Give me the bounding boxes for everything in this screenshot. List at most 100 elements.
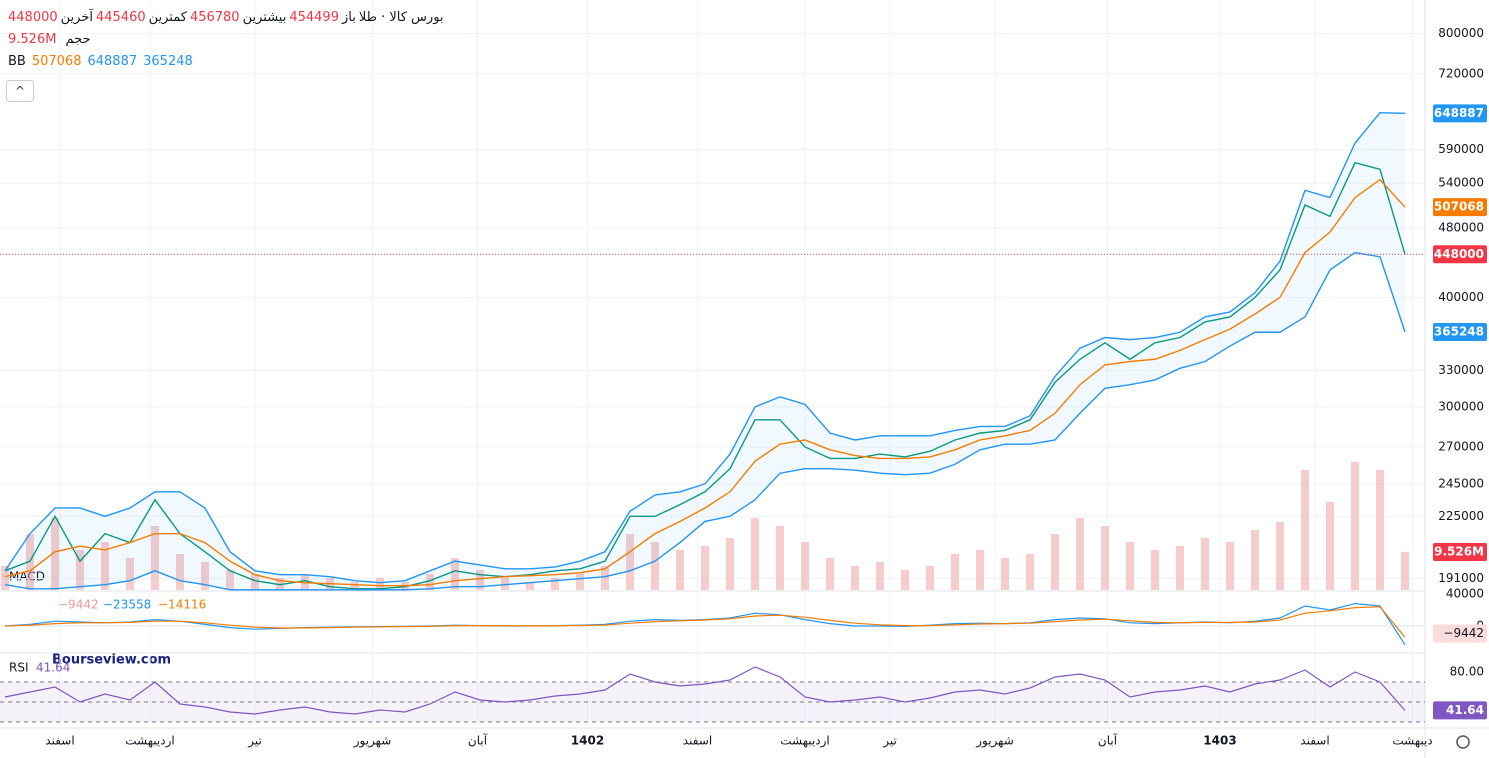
price-tag [1433,198,1487,217]
price-tag [1433,245,1487,264]
volume-bar [1276,522,1284,590]
volume-bar [1301,470,1309,590]
price-tag-label: −9442 [1443,626,1484,640]
volume-bar [126,558,134,590]
value: 454499 [289,9,339,25]
price-tag [1433,701,1487,720]
volume-bar [726,538,734,590]
volume-bar [376,578,384,590]
volume-bar [551,578,559,590]
volume-bar [651,542,659,590]
volume-bar [701,546,709,590]
volume-bar [926,566,934,590]
volume-bar [1351,462,1359,590]
x-tick-label: آبان [468,733,488,748]
price-tag-label: 448000 [1434,247,1484,261]
x-tick-label: تیر [882,734,897,749]
volume-bar [101,542,109,590]
x-tick-label: اسفند [45,734,74,748]
legend: بورس کالا · طلا باز 454499 بیشترین 45678… [8,6,444,72]
volume-bar [1026,554,1034,590]
volume-bar [951,554,959,590]
price-tag-label: 41.64 [1446,703,1484,717]
collapse-button[interactable]: ^ [6,80,34,102]
volume-bar [1401,551,1409,590]
x-tick-label: اردیبهشت [125,734,174,749]
volume-bar [1001,558,1009,590]
volume-bar [826,558,834,590]
volume-bar [451,558,459,590]
y-tick-label: 40000 [1446,587,1484,601]
volume-bar [76,550,84,590]
price-tag [1433,322,1487,341]
price-tag-label: 365248 [1434,324,1484,338]
macd-value: −9442 [58,598,99,612]
x-tick-label: اسفند [1300,734,1329,748]
x-tick-label: شهریور [353,734,392,749]
volume-bar [1101,526,1109,590]
volume-bar [626,534,634,590]
label: باز [341,9,356,25]
bb-legend: BB 507068 648887 365248 [8,50,193,72]
label: آخرین [60,9,93,25]
volume-bar [676,550,684,590]
x-tick-label: 1403 [1203,734,1236,748]
x-tick-label: اسفند [683,734,712,748]
volume-legend: حجم 9.526M [8,28,91,50]
volume-bar [1376,470,1384,590]
x-tick-label: اردیبهشت [780,734,829,749]
volume-bar [901,570,909,590]
volume-bar [976,550,984,590]
price-tag-label: 648887 [1434,106,1484,120]
volume-bar [751,518,759,590]
y-tick-label: 720000 [1438,66,1484,80]
price-tag [1433,104,1487,123]
series-line [4,111,1406,584]
volume-bar [851,566,859,590]
x-tick-label: 1402 [571,734,604,748]
value: 365248 [143,53,193,69]
volume-bar [226,570,234,590]
value: 448000 [8,9,58,25]
series-line [4,161,1406,590]
bb-fill [5,112,1405,590]
volume-bar [351,582,359,590]
volume-bar [51,518,59,590]
y-tick-label: 191000 [1438,571,1484,585]
label: کمترین [148,9,187,25]
series-line [4,178,1406,587]
settings-icon[interactable] [1456,735,1470,749]
volume-bar [476,570,484,590]
y-tick-label: 80.00 [1450,665,1484,679]
price-tag [1433,543,1487,561]
volume-bar [251,574,259,590]
y-tick-label: 225000 [1438,509,1484,523]
y-tick-label: 300000 [1438,399,1484,413]
watermark: Bourseview.com [52,653,171,668]
price-tag-label: 9.526M [1434,545,1484,559]
value: 456780 [189,9,240,25]
series-line [4,251,1406,591]
y-tick-label: 480000 [1438,221,1484,235]
volume-bar [1126,542,1134,590]
value: 445460 [95,9,146,25]
value: 648887 [87,53,138,69]
x-tick-label: تیر [247,734,262,749]
x-tick-label: آبان [1098,733,1118,748]
price-tag [1433,624,1487,643]
y-tick-label: 330000 [1438,363,1484,377]
volume-bar [776,526,784,590]
volume-bar [801,542,809,590]
rsi-value: 41.64 [36,661,70,675]
volume-bar [601,566,609,590]
price-tag-label: 507068 [1434,200,1484,214]
volume-bar [176,554,184,590]
y-tick-label: 800000 [1438,26,1484,40]
x-tick-label: دیبهشت [1392,734,1432,748]
y-tick-label: 400000 [1438,290,1484,304]
value: 9.526M [8,31,57,47]
rsi-label: RSI [9,661,29,675]
y-tick-label: 540000 [1438,176,1484,190]
